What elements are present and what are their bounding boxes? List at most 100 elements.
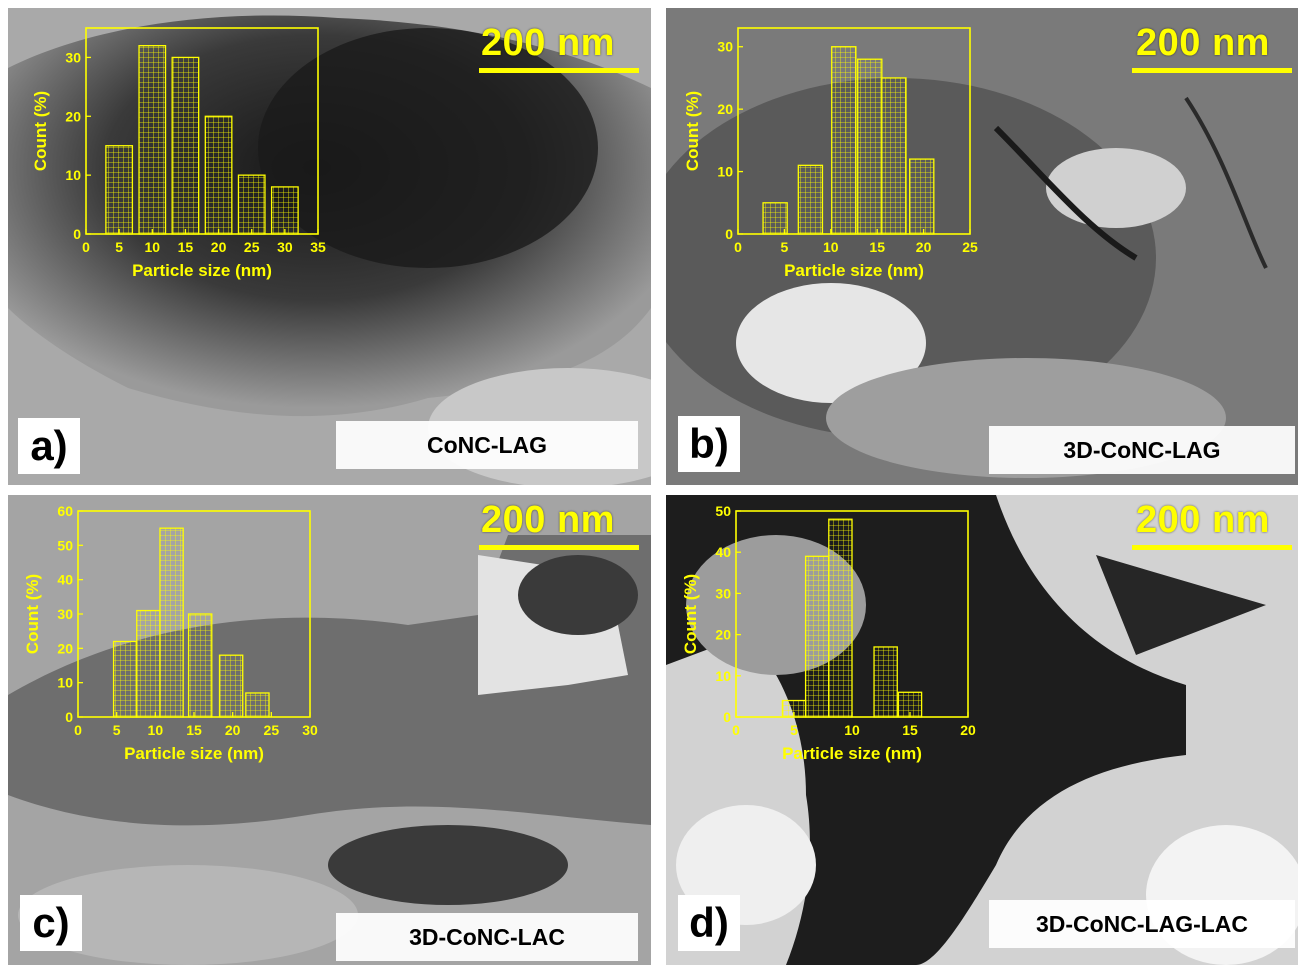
panel-a: 200 nm a) CoNC-LAG 0 5 10 15 20 25 30 35 0 10 20 30… [8, 8, 651, 485]
y-tick-label: 0 [65, 709, 73, 725]
x-tick-label: 5 [790, 722, 798, 738]
y-tick-label: 40 [715, 544, 731, 560]
histogram-bar [873, 646, 898, 718]
sample-name: 3D-CoNC-LAC [336, 913, 638, 961]
x-tick-label: 15 [186, 722, 202, 738]
tem-image-d [666, 495, 1298, 965]
y-axis-label: Count (%) [681, 574, 700, 654]
y-tick-label: 50 [57, 537, 73, 553]
histogram-b: 0 5 10 15 20 25 0 10 20 30 Particle size (nm) Count… [683, 27, 978, 280]
x-tick-label: 0 [732, 722, 740, 738]
histogram-bar [237, 174, 266, 235]
y-tick-label: 40 [57, 572, 73, 588]
y-tick-label: 10 [57, 675, 73, 691]
y-axis-label: Count (%) [683, 91, 702, 171]
tem-image-b [666, 8, 1298, 485]
histogram-bar [881, 77, 907, 235]
panel-letter: a) [18, 418, 80, 474]
y-tick-label: 0 [73, 226, 81, 242]
y-tick-label: 0 [725, 226, 733, 242]
x-tick-label: 25 [962, 239, 978, 255]
y-axis-label: Count (%) [23, 574, 42, 654]
x-axis-label: Particle size (nm) [132, 261, 272, 280]
y-tick-label: 10 [65, 167, 81, 183]
x-tick-label: 15 [869, 239, 885, 255]
sample-name: 3D-CoNC-LAG [989, 426, 1295, 474]
x-tick-label: 10 [823, 239, 839, 255]
y-tick-label: 20 [57, 640, 73, 656]
histogram-bar [762, 202, 788, 235]
sample-name: 3D-CoNC-LAG-LAC [989, 900, 1295, 948]
x-tick-label: 0 [734, 239, 742, 255]
x-tick-label: 30 [302, 722, 318, 738]
histogram-bar [171, 56, 200, 235]
histogram-bar [270, 186, 299, 235]
histogram-a: 0 5 10 15 20 25 30 35 0 10 20 30 Particle size (nm) C… [31, 27, 326, 280]
histogram-bar [138, 45, 167, 235]
plot-frame [85, 27, 319, 235]
x-axis-label: Particle size (nm) [784, 261, 924, 280]
histogram-bar [159, 527, 184, 718]
scale-bar [1132, 68, 1292, 73]
y-tick-label: 10 [715, 668, 731, 684]
histogram-bar [245, 692, 270, 718]
histogram-bar [218, 654, 244, 718]
panel-letter: d) [678, 895, 740, 951]
x-tick-label: 30 [277, 239, 293, 255]
x-tick-label: 5 [781, 239, 789, 255]
scale-bar [479, 68, 639, 73]
histogram-bar [831, 46, 857, 235]
y-tick-label: 10 [717, 164, 733, 180]
panel-b: 200 nm b) 3D-CoNC-LAG 0 5 10 15 20 25 0 10 20 30 P… [666, 8, 1298, 485]
x-tick-label: 0 [74, 722, 82, 738]
x-tick-label: 10 [148, 722, 164, 738]
histogram-bar [105, 145, 134, 235]
histogram-bar [797, 164, 824, 235]
panel-d: 200 nm d) 3D-CoNC-LAG-LAC 0 5 10 15 20 0 10 20 3… [666, 495, 1298, 965]
x-tick-label: 25 [244, 239, 260, 255]
histogram-bar [112, 640, 138, 718]
tem-image-c [8, 495, 651, 965]
scale-bar-label: 200 nm [1136, 499, 1270, 541]
histogram-bar [828, 518, 853, 718]
y-tick-label: 0 [723, 709, 731, 725]
x-tick-label: 20 [211, 239, 227, 255]
y-tick-label: 20 [65, 108, 81, 124]
scale-bar-label: 200 nm [481, 22, 615, 64]
scale-bar [479, 545, 639, 550]
histogram-c: 0 5 10 15 20 25 30 0 10 20 30 40 50 60 Particle size (… [23, 503, 318, 763]
histogram-bar [909, 158, 935, 235]
x-tick-label: 10 [144, 239, 160, 255]
scale-bar-label: 200 nm [481, 499, 615, 541]
histogram-bar [857, 58, 883, 235]
panel-letter: c) [20, 895, 82, 951]
y-tick-label: 30 [717, 39, 733, 55]
y-tick-label: 50 [715, 503, 731, 519]
x-tick-label: 20 [960, 722, 976, 738]
x-tick-label: 10 [844, 722, 860, 738]
x-tick-label: 20 [916, 239, 932, 255]
histogram-bar [136, 609, 161, 718]
x-axis-label: Particle size (nm) [124, 744, 264, 763]
histogram-bar [204, 115, 233, 235]
x-tick-label: 20 [225, 722, 241, 738]
histogram-bar [187, 613, 213, 718]
y-tick-label: 30 [715, 585, 731, 601]
x-axis-label: Particle size (nm) [782, 744, 922, 763]
histogram-d: 0 5 10 15 20 0 10 20 30 40 50 Particle size (nm) Cou… [681, 503, 976, 763]
sample-name: CoNC-LAG [336, 421, 638, 469]
x-tick-label: 35 [310, 239, 326, 255]
x-tick-label: 25 [264, 722, 280, 738]
y-tick-label: 30 [65, 49, 81, 65]
y-axis-label: Count (%) [31, 91, 50, 171]
y-tick-label: 20 [717, 101, 733, 117]
histogram-bar [804, 555, 830, 718]
tem-image-a [8, 8, 651, 485]
scale-bar [1132, 545, 1292, 550]
y-tick-label: 60 [57, 503, 73, 519]
x-tick-label: 5 [113, 722, 121, 738]
panel-c: 200 nm c) 3D-CoNC-LAC 0 5 10 15 20 25 30 0 10 20 3… [8, 495, 651, 965]
x-tick-label: 15 [902, 722, 918, 738]
scale-bar-label: 200 nm [1136, 22, 1270, 64]
x-tick-label: 15 [178, 239, 194, 255]
